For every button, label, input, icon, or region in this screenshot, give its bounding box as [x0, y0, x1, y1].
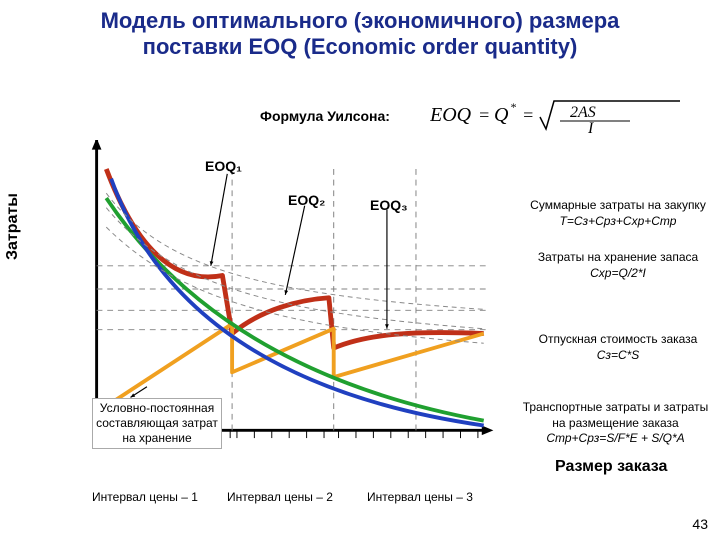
wilson-formula: EOQ = Q * = 2AS I: [430, 95, 690, 140]
interval-1: Интервал цены – 1: [80, 490, 210, 504]
eoq3-label: EOQ₃: [370, 197, 408, 213]
annotation-transport: Транспортные затраты и затраты на размещ…: [518, 400, 713, 447]
interval-2: Интервал цены – 2: [220, 490, 340, 504]
svg-text:I: I: [587, 120, 594, 135]
title-line-2: поставки EOQ (Economic order quantity): [20, 34, 700, 60]
formula-label: Формула Уилсона:: [260, 108, 390, 124]
svg-text:*: *: [510, 100, 516, 114]
title-line-1: Модель оптимального (экономичного) разме…: [20, 8, 700, 34]
svg-text:Q: Q: [494, 104, 509, 126]
svg-text:=: =: [522, 105, 534, 125]
svg-text:2AS: 2AS: [570, 104, 596, 121]
callout-storage-const: Условно-постоянная составляющая затрат н…: [92, 398, 222, 449]
x-axis-label: Размер заказа: [555, 458, 667, 476]
annotation-sum: Суммарные затраты на закупку T=Cз+Cрз+Cх…: [528, 198, 708, 229]
eoq2-label: EOQ₂: [288, 192, 325, 208]
annotation-price: Отпускная стоимость заказа Cз=C*S: [528, 332, 708, 363]
interval-3: Интервал цены – 3: [350, 490, 490, 504]
eoq-chart: [90, 140, 500, 440]
y-axis-label: Затраты: [4, 193, 22, 260]
annotation-storage: Затраты на хранение запаса Cхр=Q/2*I: [528, 250, 708, 281]
eoq1-label: EOQ₁: [205, 158, 242, 174]
slide-title: Модель оптимального (экономичного) разме…: [0, 0, 720, 65]
svg-text:EOQ: EOQ: [430, 104, 472, 126]
page-number: 43: [692, 516, 708, 532]
svg-text:=: =: [478, 105, 490, 125]
